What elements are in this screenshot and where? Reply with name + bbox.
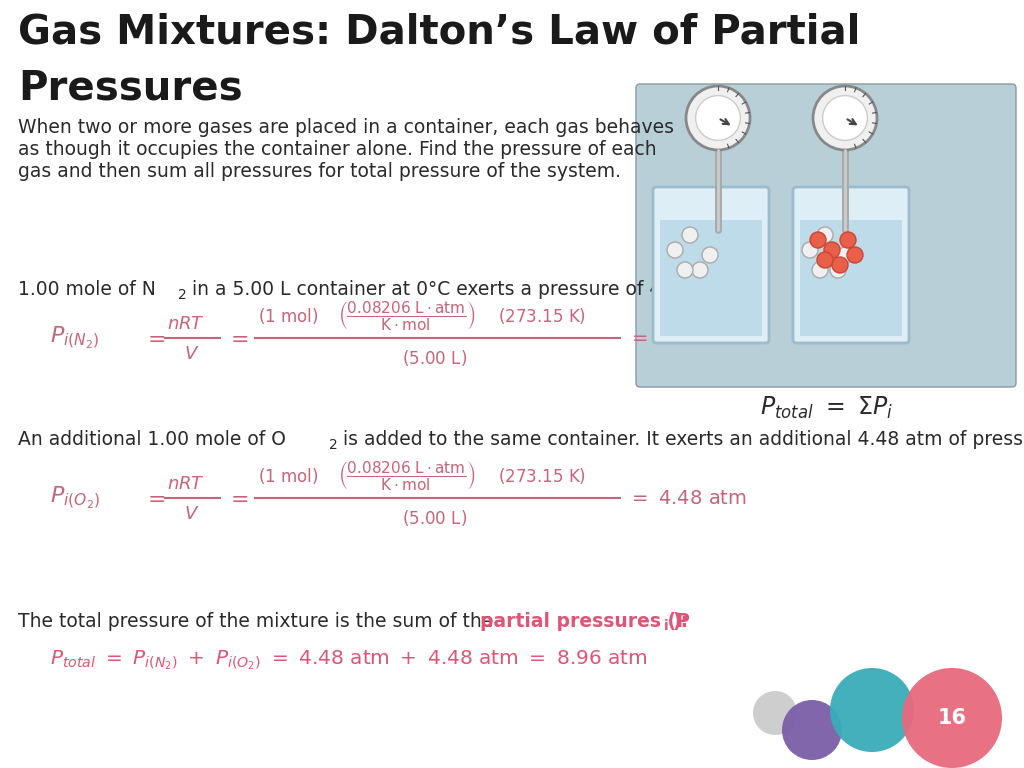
- Text: $=$: $=$: [226, 488, 249, 508]
- Text: $=$: $=$: [143, 488, 166, 508]
- Circle shape: [902, 668, 1002, 768]
- Text: $(273.15\ \mathrm{K})$: $(273.15\ \mathrm{K})$: [498, 306, 586, 326]
- Text: i: i: [664, 619, 669, 633]
- Circle shape: [837, 247, 853, 263]
- Circle shape: [847, 247, 863, 263]
- Text: $V$: $V$: [184, 345, 200, 363]
- Text: 16: 16: [938, 708, 967, 728]
- Circle shape: [813, 86, 877, 150]
- Text: 2: 2: [329, 438, 338, 452]
- Circle shape: [824, 242, 840, 258]
- Text: $\left(\dfrac{0.08206\ \mathrm{L \cdot atm}}{\mathrm{K \cdot mol}}\right)$: $\left(\dfrac{0.08206\ \mathrm{L \cdot a…: [338, 459, 475, 492]
- Text: $(1\ \mathrm{mol})$: $(1\ \mathrm{mol})$: [258, 466, 318, 486]
- Text: in a 5.00 L container at 0°C exerts a pressure of 4.48 atm.: in a 5.00 L container at 0°C exerts a pr…: [186, 280, 740, 299]
- Text: partial pressures (P: partial pressures (P: [480, 612, 690, 631]
- Text: $P_{total}\ =\ P_{i(N_2)}\ +\ P_{i(O_2)}\ =\ 4.48\ \mathrm{atm}\ +\ 4.48\ \mathr: $P_{total}\ =\ P_{i(N_2)}\ +\ P_{i(O_2)}…: [50, 648, 648, 672]
- Text: $(1\ \mathrm{mol})$: $(1\ \mathrm{mol})$: [258, 306, 318, 326]
- Text: $V$: $V$: [184, 505, 200, 523]
- FancyBboxPatch shape: [800, 220, 902, 336]
- Text: $P_{i(O_2)}$: $P_{i(O_2)}$: [50, 485, 100, 511]
- Circle shape: [682, 227, 698, 243]
- Text: 1.00 mole of N: 1.00 mole of N: [18, 280, 156, 299]
- Circle shape: [753, 691, 797, 735]
- Text: Pressures: Pressures: [18, 68, 243, 108]
- Text: When two or more gases are placed in a container, each gas behaves: When two or more gases are placed in a c…: [18, 118, 674, 137]
- Text: gas and then sum all pressures for total pressure of the system.: gas and then sum all pressures for total…: [18, 162, 621, 181]
- Text: is added to the same container. It exerts an additional 4.48 atm of pressure.: is added to the same container. It exert…: [337, 430, 1024, 449]
- Circle shape: [830, 262, 846, 278]
- Text: $=\ 4.48\ \mathrm{atm}$: $=\ 4.48\ \mathrm{atm}$: [628, 488, 746, 508]
- Circle shape: [686, 86, 750, 150]
- Text: $\left(\dfrac{0.08206\ \mathrm{L \cdot atm}}{\mathrm{K \cdot mol}}\right)$: $\left(\dfrac{0.08206\ \mathrm{L \cdot a…: [338, 300, 475, 333]
- Circle shape: [782, 700, 842, 760]
- Circle shape: [667, 242, 683, 258]
- Text: $P_{total}\ =\ \Sigma P_i$: $P_{total}\ =\ \Sigma P_i$: [760, 395, 892, 421]
- Circle shape: [840, 232, 856, 248]
- Circle shape: [702, 247, 718, 263]
- Text: $(5.00\ \mathrm{L})$: $(5.00\ \mathrm{L})$: [402, 508, 467, 528]
- Circle shape: [817, 227, 833, 243]
- FancyBboxPatch shape: [636, 84, 1016, 387]
- Circle shape: [802, 242, 818, 258]
- Text: as though it occupies the container alone. Find the pressure of each: as though it occupies the container alon…: [18, 140, 656, 159]
- Circle shape: [810, 232, 826, 248]
- FancyBboxPatch shape: [653, 187, 769, 343]
- Text: The total pressure of the mixture is the sum of the: The total pressure of the mixture is the…: [18, 612, 500, 631]
- Circle shape: [817, 252, 833, 268]
- Text: $P_{i(N_2)}$: $P_{i(N_2)}$: [50, 325, 99, 351]
- FancyBboxPatch shape: [660, 220, 762, 336]
- Circle shape: [831, 257, 848, 273]
- Text: ):: ):: [672, 612, 688, 631]
- Circle shape: [677, 262, 693, 278]
- Text: An additional 1.00 mole of O: An additional 1.00 mole of O: [18, 430, 286, 449]
- Text: 2: 2: [178, 288, 186, 302]
- FancyBboxPatch shape: [793, 187, 909, 343]
- Circle shape: [812, 262, 828, 278]
- Text: $(5.00\ \mathrm{L})$: $(5.00\ \mathrm{L})$: [402, 348, 467, 368]
- Text: $(273.15\ \mathrm{K})$: $(273.15\ \mathrm{K})$: [498, 466, 586, 486]
- Circle shape: [695, 95, 740, 141]
- Text: Gas Mixtures: Dalton’s Law of Partial: Gas Mixtures: Dalton’s Law of Partial: [18, 12, 860, 52]
- Text: $nRT$: $nRT$: [167, 475, 205, 493]
- Text: $nRT$: $nRT$: [167, 315, 205, 333]
- Circle shape: [822, 95, 867, 141]
- Circle shape: [830, 668, 914, 752]
- Text: $=$: $=$: [143, 328, 166, 348]
- Text: $=$: $=$: [226, 328, 249, 348]
- Circle shape: [692, 262, 708, 278]
- Text: $=\ 4.48\ \mathrm{atm}$: $=\ 4.48\ \mathrm{atm}$: [628, 329, 746, 347]
